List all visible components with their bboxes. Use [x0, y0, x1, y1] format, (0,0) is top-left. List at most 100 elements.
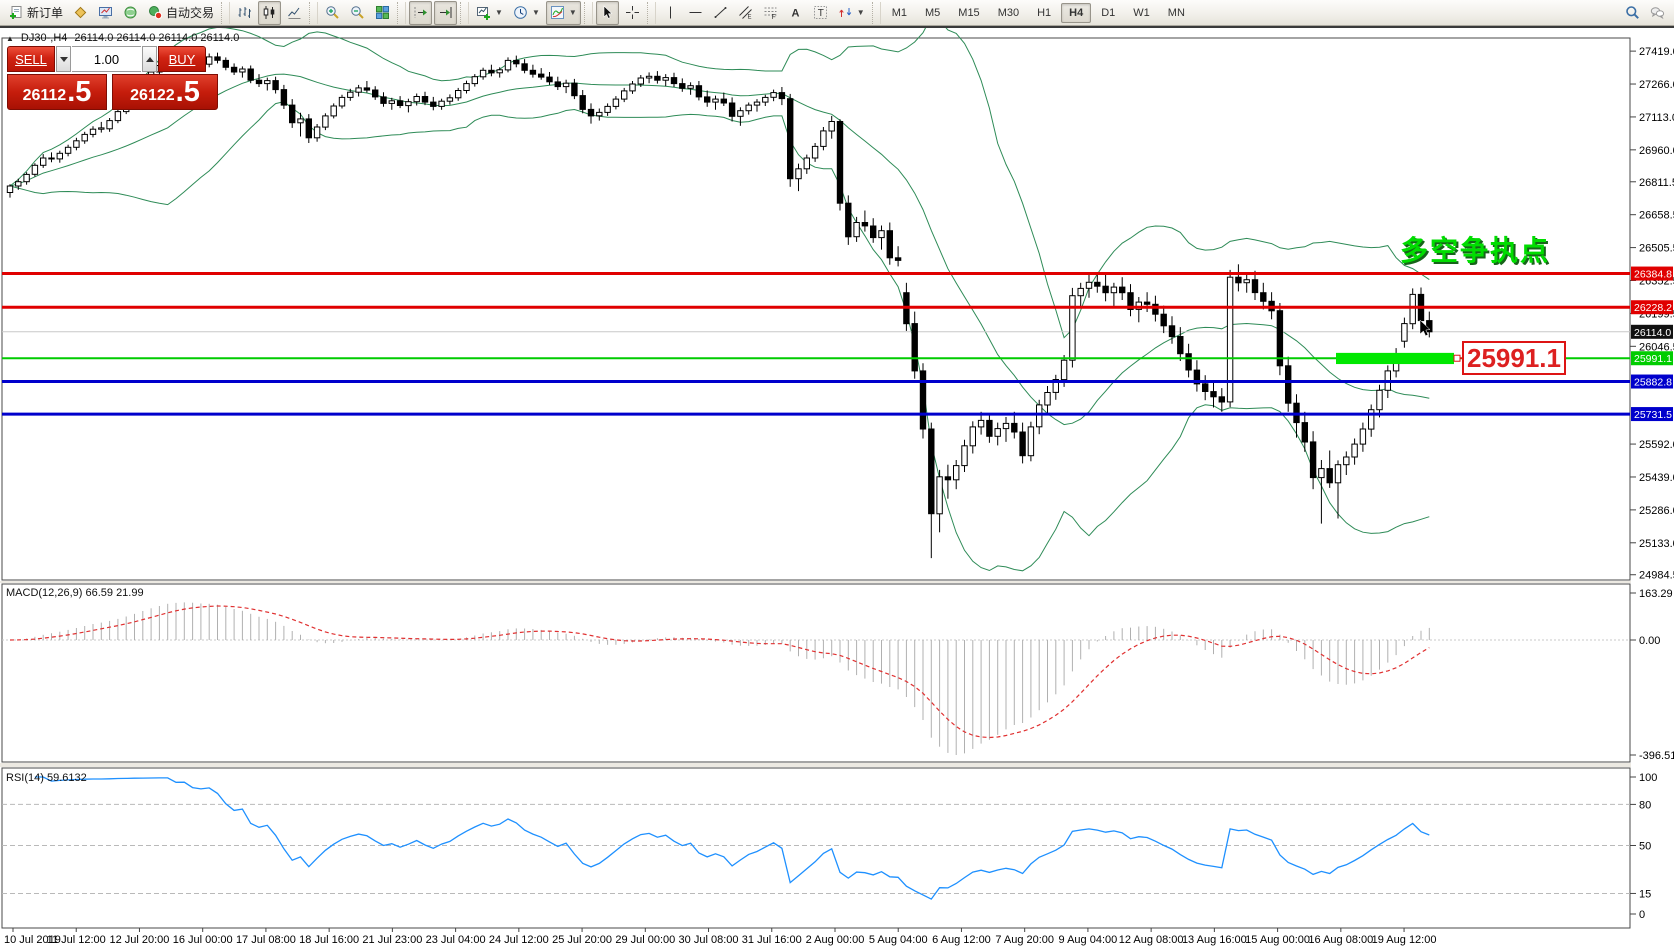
candle: [239, 68, 246, 73]
text-label-icon: T: [813, 6, 827, 19]
candle: [222, 59, 230, 68]
callout-anchor: [1453, 354, 1461, 362]
collapse-triangle-icon[interactable]: ▲: [6, 33, 14, 43]
candle: [347, 91, 354, 98]
candle: [820, 130, 827, 147]
tile-windows-button[interactable]: [371, 1, 394, 25]
chat-button[interactable]: [1646, 1, 1669, 25]
candle: [1185, 353, 1192, 371]
volume-input[interactable]: [72, 46, 141, 72]
text-label-button[interactable]: T: [809, 1, 832, 25]
search-button[interactable]: [1621, 1, 1644, 25]
timeframe-button-m1[interactable]: M1: [891, 6, 907, 19]
rsi-axis-label: 80: [1639, 799, 1651, 811]
price-tick-label: 27266.0: [1639, 79, 1674, 91]
highlight-rectangle[interactable]: [1336, 352, 1454, 365]
candle: [546, 76, 553, 83]
timeframe-button-m5[interactable]: M5: [925, 6, 941, 19]
zoom-out-button[interactable]: [346, 1, 369, 25]
time-tick-label: 30 Jul 08:00: [679, 934, 739, 946]
candle: [737, 110, 744, 117]
new-order-button[interactable]: 新订单: [5, 1, 67, 25]
crosshair-button[interactable]: [621, 1, 644, 25]
market-watch-button[interactable]: [94, 1, 117, 25]
horizontal-line-icon: [689, 12, 702, 13]
candle: [247, 68, 254, 81]
metaeditor-button[interactable]: [69, 1, 92, 25]
candle: [488, 69, 495, 74]
crosshair-icon: [625, 6, 639, 19]
bar-chart-icon: [238, 7, 252, 18]
timeframe-button-mn[interactable]: MN: [1167, 6, 1185, 19]
candle: [1160, 313, 1167, 327]
candle: [15, 181, 22, 187]
text-icon: A: [791, 8, 799, 20]
volume-increase-button[interactable]: [142, 46, 157, 72]
period-button[interactable]: ▼: [509, 1, 544, 25]
trendline-icon: [714, 7, 727, 18]
line-chart-icon: [288, 7, 301, 19]
candle: [778, 92, 786, 100]
candle: [1309, 441, 1317, 479]
price-chip: [1631, 374, 1673, 389]
macd-signal-line: [9, 605, 1430, 739]
candlestick-chart-button[interactable]: [258, 0, 282, 25]
signals-button[interactable]: [119, 1, 142, 25]
candle: [64, 146, 72, 154]
timeframe-button-h1[interactable]: H1: [1037, 6, 1052, 19]
auto-trading-button[interactable]: 自动交易: [144, 1, 218, 25]
bar-chart-button[interactable]: [233, 1, 256, 25]
candle: [1226, 276, 1234, 403]
text-button[interactable]: A: [784, 1, 807, 25]
candle: [1351, 443, 1358, 458]
chart-shift-button[interactable]: [409, 0, 433, 25]
cursor-button[interactable]: [595, 0, 619, 25]
equidistant-channel-button[interactable]: E: [734, 1, 757, 25]
sell-price[interactable]: 26112.5: [7, 74, 107, 110]
candle: [944, 476, 952, 481]
candle: [280, 89, 288, 106]
new-order-icon: [10, 6, 22, 19]
new-chart-button[interactable]: ▼: [472, 1, 507, 25]
fibonacci-button[interactable]: F: [759, 1, 782, 25]
arrows-button[interactable]: ▼: [834, 1, 869, 25]
candle: [1085, 281, 1093, 289]
buy-button[interactable]: BUY: [158, 46, 206, 72]
chart-canvas[interactable]: 27419.0 27266.0 27113.0 26960.0 26811.5 26658…: [0, 28, 1674, 952]
buy-price[interactable]: 26122.5: [112, 74, 218, 110]
candle: [1036, 404, 1043, 428]
vertical-line-button[interactable]: [659, 1, 682, 25]
timeframe-button-w1[interactable]: W1: [1133, 6, 1150, 19]
time-tick-label: 16 Jul 00:00: [173, 934, 233, 946]
vertical-line-icon: [669, 6, 671, 19]
timeframe-button-d1[interactable]: D1: [1101, 6, 1116, 19]
chart-annotation[interactable]: 多空争执点: [1400, 235, 1551, 266]
candle: [479, 69, 487, 78]
candle: [1401, 323, 1408, 342]
time-tick-label: 11 Jul 12:00: [47, 934, 106, 946]
auto-scroll-button[interactable]: [434, 0, 458, 25]
price-callout[interactable]: 25991.1: [1462, 341, 1566, 375]
indicators-button[interactable]: ▼: [545, 0, 581, 25]
timeframe-button-m30[interactable]: M30: [997, 6, 1020, 19]
price-tick-label: 27113.0: [1639, 112, 1674, 124]
candle: [504, 59, 512, 71]
line-chart-button[interactable]: [283, 1, 306, 25]
price-chip: [1631, 324, 1673, 339]
zoom-in-button[interactable]: [321, 1, 344, 25]
candle: [430, 101, 437, 107]
toolbar-button-label: 新订单: [27, 6, 64, 20]
toolbar-separator: [583, 1, 593, 24]
timeframe-button-m15[interactable]: M15: [958, 6, 980, 19]
mouse-cursor-icon: [1419, 319, 1431, 337]
trendline-button[interactable]: [709, 1, 732, 25]
volume-decrease-button[interactable]: [56, 46, 71, 72]
candle: [762, 96, 769, 103]
chat-icon: [1650, 7, 1665, 20]
candle: [1143, 301, 1151, 305]
candle: [1218, 396, 1225, 403]
timeframe-button-h4[interactable]: H4: [1061, 2, 1092, 23]
sell-button[interactable]: SELL: [7, 46, 55, 72]
horizontal-line-button[interactable]: [684, 1, 707, 25]
fibonacci-icon: F: [764, 7, 777, 20]
